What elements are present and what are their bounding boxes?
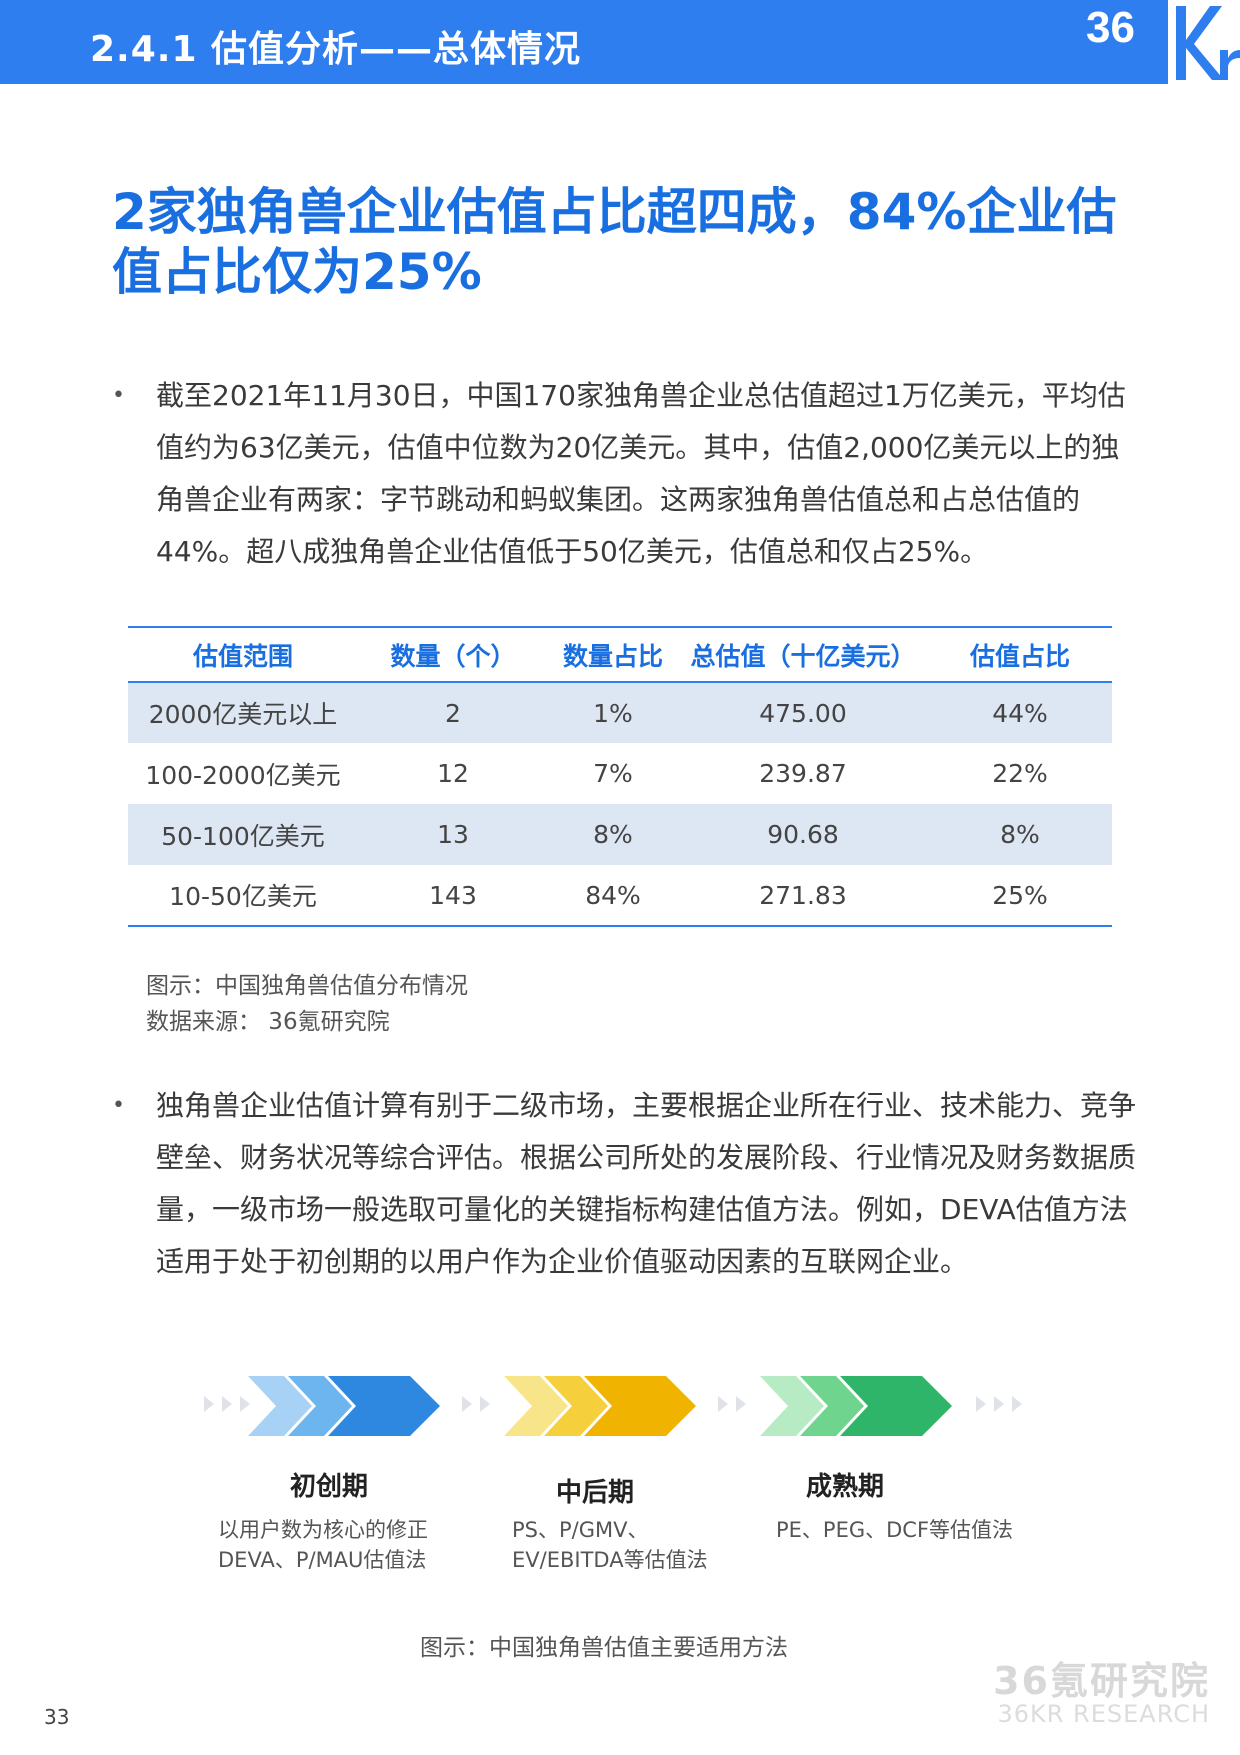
watermark-en: 36KR RESEARCH [997, 1700, 1210, 1728]
stage-desc-mature: PE、PEG、DCF等估值法 [776, 1515, 1013, 1545]
stage-2-chevrons-icon [504, 1376, 696, 1436]
cell-count: 143 [429, 880, 477, 910]
header-bar [0, 0, 1240, 84]
stage-desc-early: 以用户数为核心的修正 DEVA、P/MAU估值法 [218, 1515, 428, 1575]
cell-valuation-share: 8% [928, 804, 1112, 865]
cell-range: 50-100亿美元 [128, 804, 358, 865]
table-header-row: 估值范围 数量（个） 数量占比 总估值（十亿美元） 估值占比 [128, 627, 1112, 683]
cell-count: 12 [437, 759, 469, 788]
paragraph-text: 截至2021年11月30日，中国170家独角兽企业总估值超过1万亿美元，平均估值… [156, 379, 1126, 568]
stage-label-early: 初创期 [290, 1472, 369, 1502]
small-arrows-icon [462, 1396, 490, 1412]
col-header-valuation-share: 估值占比 [928, 627, 1112, 683]
page-number: 33 [44, 1705, 70, 1729]
cell-range: 2000亿美元以上 [128, 682, 358, 743]
stage-desc-line: DEVA、P/MAU估值法 [218, 1548, 427, 1572]
stage-arrows-diagram [204, 1376, 1022, 1436]
cell-count: 2 [358, 682, 548, 743]
cell-count-share: 8% [548, 804, 678, 865]
table-row: 2000亿美元以上 2 1% 475.00 44% [128, 682, 1112, 743]
cell-range: 100-2000亿美元 [145, 760, 341, 790]
col-header-total-valuation: 总估值（十亿美元） [678, 627, 928, 683]
cell-total-valuation: 239.87 [759, 759, 847, 788]
cell-count-share: 1% [548, 682, 678, 743]
data-source: 数据来源： 36氪研究院 [146, 1009, 390, 1035]
paragraph-valuation-methods: • 独角兽企业估值计算有别于二级市场，主要根据企业所在行业、技术能力、竞争壁垒、… [112, 1080, 1140, 1288]
table-row: 100-2000亿美元 12 7% 239.87 22% [128, 743, 1112, 804]
stage-desc-line: PE、PEG、DCF等估值法 [776, 1518, 1014, 1542]
stage-label-late: 中后期 [556, 1478, 635, 1508]
stage-3-chevrons-icon [760, 1376, 952, 1436]
paragraph-valuation-summary: • 截至2021年11月30日，中国170家独角兽企业总估值超过1万亿美元，平均… [112, 370, 1140, 578]
col-header-count-share: 数量占比 [548, 627, 678, 683]
cell-total-valuation: 90.68 [678, 804, 928, 865]
diagram-caption: 图示：中国独角兽估值主要适用方法 [420, 1635, 788, 1661]
valuation-table: 估值范围 数量（个） 数量占比 总估值（十亿美元） 估值占比 2000亿美元以上… [128, 626, 1112, 927]
cell-count: 13 [358, 804, 548, 865]
cell-total-valuation: 271.83 [759, 880, 847, 910]
bullet-dot: • [112, 1093, 125, 1118]
stage-desc-line: 以用户数为核心的修正 [218, 1518, 428, 1542]
stage-desc-late: PS、P/GMV、 EV/EBITDA等估值法 [512, 1515, 708, 1575]
stage-1-chevrons-icon [248, 1376, 440, 1436]
stage-desc-line: EV/EBITDA等估值法 [512, 1548, 708, 1572]
col-header-count: 数量（个） [358, 627, 548, 683]
cell-valuation-share: 25% [992, 880, 1048, 910]
page-headline: 2家独角兽企业估值占比超四成，84%企业估值占比仅为25% [112, 183, 1117, 301]
cell-count-share: 84% [585, 880, 641, 910]
brand-logo: 36 [1080, 0, 1240, 84]
table-row: 50-100亿美元 13 8% 90.68 8% [128, 804, 1112, 865]
table-caption: 图示：中国独角兽估值分布情况 [146, 973, 468, 999]
table-row: 10-50亿美元 143 84% 271.83 25% [128, 865, 1112, 926]
cell-valuation-share: 22% [992, 759, 1048, 788]
stage-desc-line: PS、P/GMV、 [512, 1518, 649, 1542]
paragraph-text: 独角兽企业估值计算有别于二级市场，主要根据企业所在行业、技术能力、竞争壁垒、财务… [156, 1089, 1137, 1278]
cell-total-valuation: 475.00 [678, 682, 928, 743]
watermark-cn: 36氪研究院 [993, 1659, 1210, 1703]
cell-count-share: 7% [593, 759, 633, 788]
bullet-dot: • [112, 383, 125, 408]
small-arrows-icon [204, 1396, 250, 1412]
cell-valuation-share: 44% [928, 682, 1112, 743]
section-title: 2.4.1 估值分析——总体情况 [90, 29, 582, 70]
small-arrows-icon [976, 1396, 1022, 1412]
cell-range: 10-50亿美元 [169, 882, 317, 911]
svg-text:36: 36 [1086, 3, 1135, 52]
col-header-range: 估值范围 [128, 627, 358, 683]
small-arrows-icon [718, 1396, 746, 1412]
stage-label-mature: 成熟期 [806, 1472, 885, 1502]
